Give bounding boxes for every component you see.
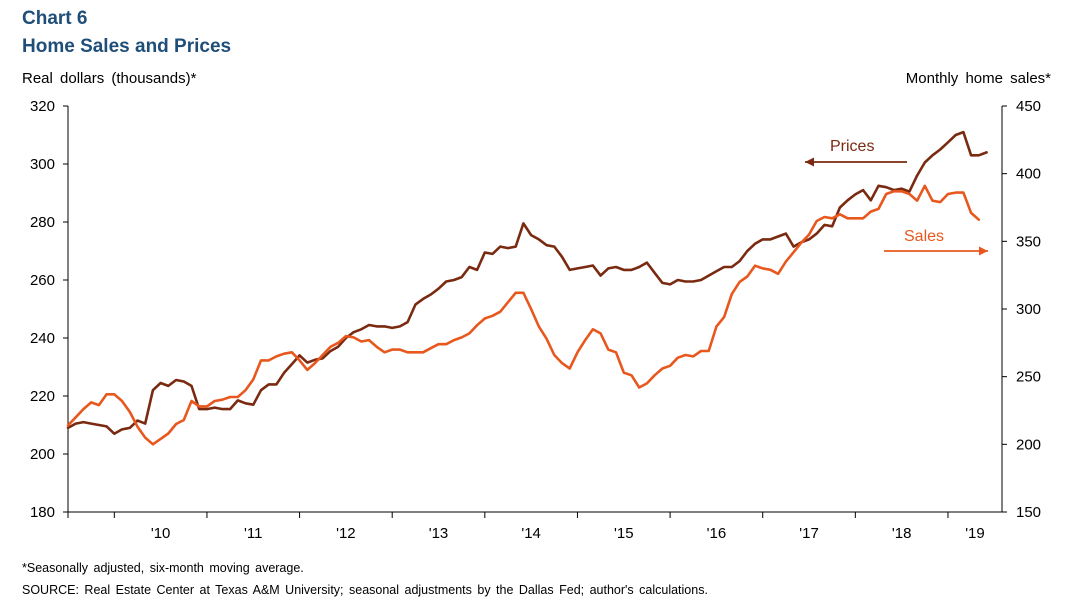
right-tick-label-300: 300 [1016, 301, 1041, 318]
right-tick-label-200: 200 [1016, 436, 1041, 453]
footnote-source: SOURCE: Real Estate Center at Texas A&M … [22, 583, 708, 597]
left-tick-label-220: 220 [30, 388, 55, 405]
right-axis-title: Monthly home sales* [905, 70, 1051, 87]
prices-arrow-head [805, 157, 814, 167]
chart-title: Home Sales and Prices [22, 36, 232, 57]
left-tick-label-260: 260 [30, 272, 55, 289]
chart-label: Chart 6 [22, 8, 88, 29]
right-tick-label-400: 400 [1016, 166, 1041, 183]
axes-layer: 180 200 220 240 260 280 300 320 150 200 250 300 350 4… [30, 98, 1041, 542]
x-tick-label-5: '15 [614, 525, 634, 542]
sales-label: Sales [904, 228, 944, 245]
footnote-note: *Seasonally adjusted, six-month moving a… [22, 561, 304, 575]
x-tick-label-7: '17 [799, 525, 819, 542]
x-tick-label-8: '18 [892, 525, 912, 542]
left-tick-label-280: 280 [30, 214, 55, 231]
x-tick-label-3: '13 [429, 525, 449, 542]
x-tick-label-4: '14 [521, 525, 541, 542]
left-tick-label-200: 200 [30, 446, 55, 463]
x-tick-label-2: '12 [336, 525, 356, 542]
x-tick-label-1: '11 [244, 525, 262, 542]
right-tick-label-450: 450 [1016, 98, 1041, 115]
left-tick-label-180: 180 [30, 504, 55, 521]
series-line-prices [66, 130, 988, 436]
series-line-sales [66, 184, 981, 446]
right-tick-label-350: 350 [1016, 233, 1041, 250]
series-layer [66, 130, 988, 446]
x-tick-label-0: '10 [151, 525, 171, 542]
annotation-layer: Prices Sales [805, 138, 988, 256]
left-tick-label-300: 300 [30, 156, 55, 173]
left-tick-label-320: 320 [30, 98, 55, 115]
left-tick-label-240: 240 [30, 330, 55, 347]
x-tick-label-6: '16 [707, 525, 727, 542]
right-tick-label-250: 250 [1016, 369, 1041, 386]
prices-label: Prices [830, 138, 874, 155]
left-axis-title: Real dollars (thousands)* [22, 70, 197, 87]
right-tick-label-150: 150 [1016, 504, 1041, 521]
x-tick-label-9: '19 [965, 525, 985, 542]
sales-arrow-head [979, 246, 988, 256]
